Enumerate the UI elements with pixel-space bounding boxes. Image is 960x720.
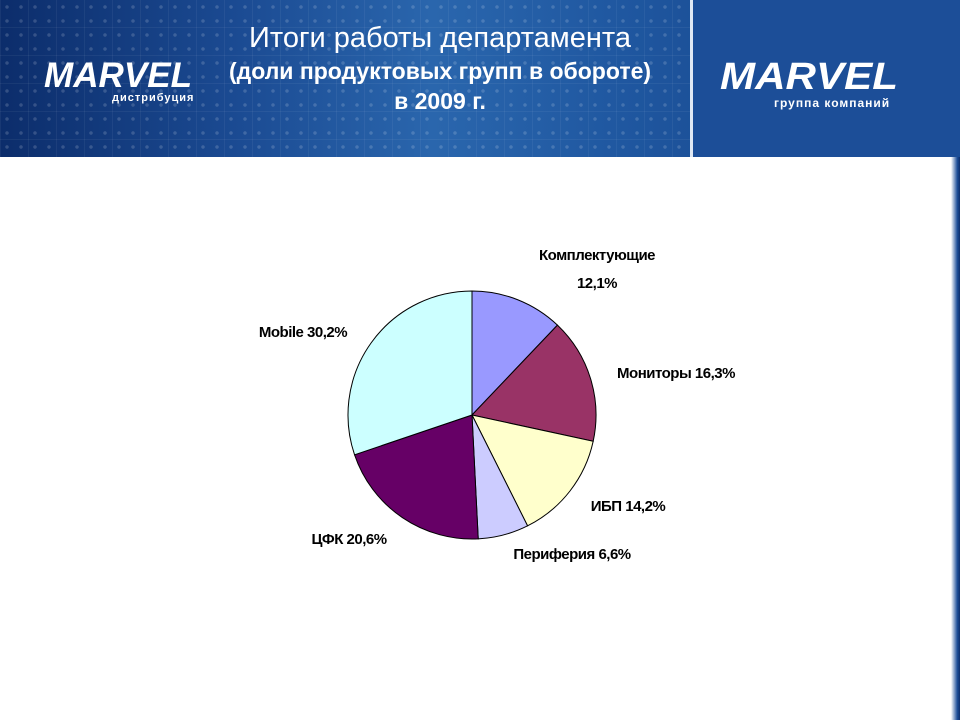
- slice-label-4: Периферия 6,6%: [513, 546, 630, 563]
- slice-label-2: Мониторы 16,3%: [617, 365, 735, 382]
- logo-left-sub: дистрибуция: [112, 92, 195, 104]
- title-line-3: в 2009 г.: [394, 88, 486, 114]
- pie-chart: Комплектующие 12,1% Мониторы 16,3% ИБП 14,2…: [259, 247, 736, 563]
- slice-label-5: ЦФК 20,6%: [311, 531, 386, 548]
- page-title: Итоги работы департамента (доли продукто…: [190, 20, 690, 116]
- logo-right-sub: группа компаний: [774, 96, 891, 110]
- header-divider: [690, 0, 693, 157]
- pie-slice-3: [471, 414, 594, 527]
- header-right-panel: [693, 0, 960, 157]
- pie-slice-2: [471, 324, 597, 442]
- title-line-2: (доли продуктовых групп в обороте): [228, 58, 652, 84]
- pie-slice-6: [347, 290, 473, 456]
- slice-label-1: Комплектующие 12,1%: [539, 247, 655, 292]
- logo-right-text: MARVEL: [720, 56, 898, 94]
- marvel-logo-left: MARVEL: [44, 56, 192, 92]
- pie-slice-1: [471, 290, 559, 417]
- slice-label-value: 12,1%: [577, 275, 617, 292]
- logo-left-text: MARVEL: [44, 56, 192, 92]
- right-edge-strip: [951, 157, 960, 720]
- slice-label-name: Комплектующие: [539, 247, 655, 264]
- header-banner: MARVEL дистрибуция Итоги работы департам…: [0, 0, 960, 157]
- slice-label-3: ИБП 14,2%: [591, 498, 666, 515]
- title-line-1: Итоги работы департамента: [249, 22, 631, 54]
- slice-label-6: Mobile 30,2%: [259, 324, 347, 341]
- marvel-logo-right: MARVEL: [720, 56, 898, 94]
- pie-slice-5: [353, 414, 479, 540]
